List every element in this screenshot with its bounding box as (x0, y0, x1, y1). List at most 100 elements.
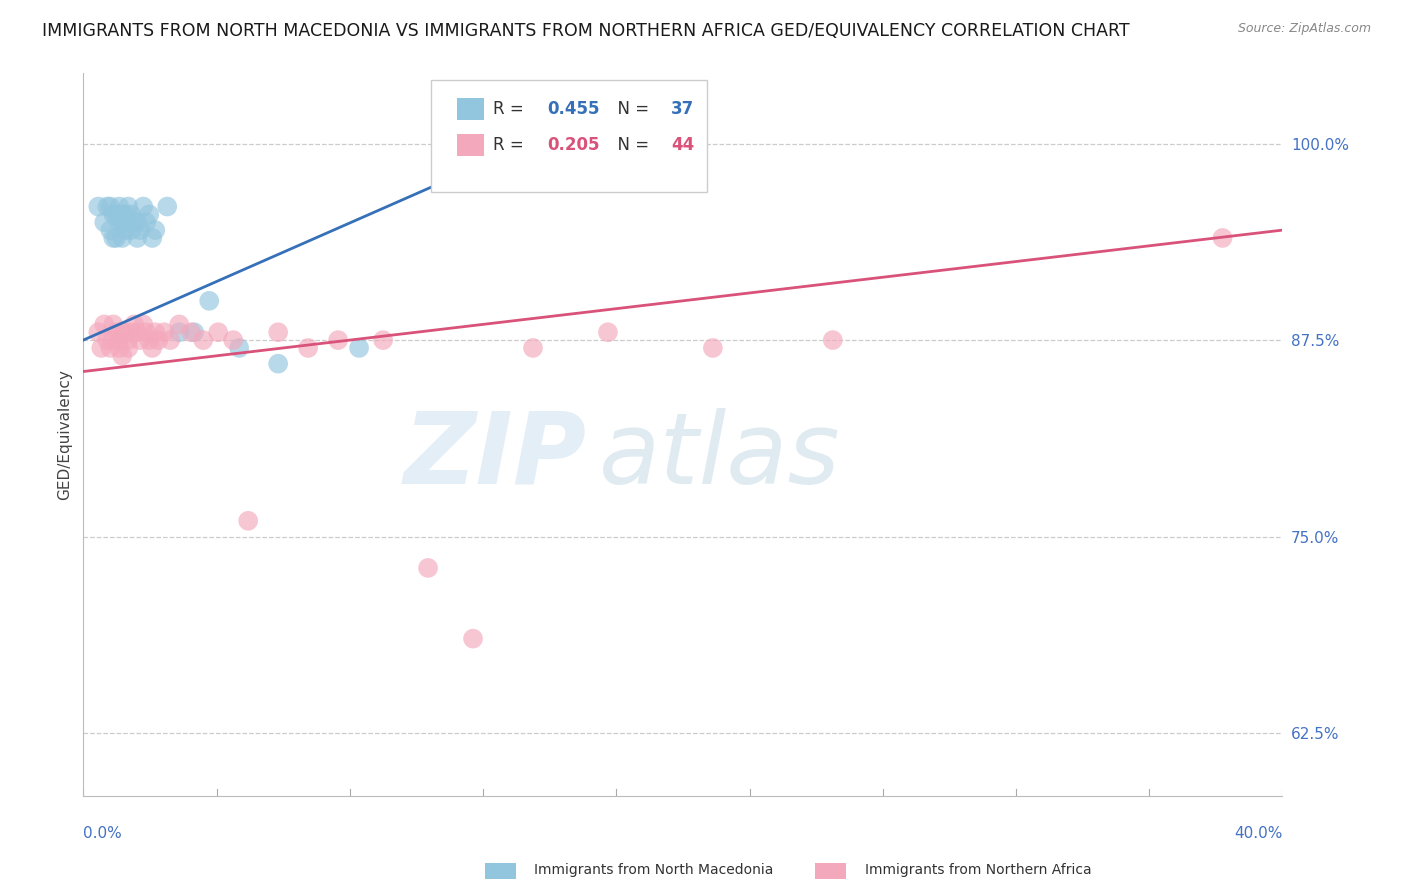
Point (111, 325, 134, 339)
Point (120, 223, 142, 237)
Point (347, 341, 370, 355)
Point (138, 207, 160, 221)
Point (114, 207, 136, 221)
Point (537, 128, 560, 143)
Point (93, 318, 115, 332)
Text: ZIP: ZIP (404, 408, 586, 505)
Point (103, 333, 125, 347)
Point (120, 325, 142, 339)
Point (153, 325, 176, 339)
Point (821, 333, 844, 347)
Text: 37: 37 (671, 100, 695, 118)
Point (198, 293, 221, 308)
Point (1212, 231, 1234, 245)
Text: atlas: atlas (599, 408, 841, 505)
Point (108, 200, 131, 214)
Text: Immigrants from North Macedonia: Immigrants from North Macedonia (534, 863, 773, 877)
Bar (457, 135, 484, 156)
Text: 40.0%: 40.0% (1234, 826, 1282, 841)
Text: IMMIGRANTS FROM NORTH MACEDONIA VS IMMIGRANTS FROM NORTHERN AFRICA GED/EQUIVALEN: IMMIGRANTS FROM NORTH MACEDONIA VS IMMIG… (42, 22, 1130, 40)
Point (111, 207, 134, 221)
Point (105, 325, 128, 339)
Point (127, 215, 149, 229)
Text: N =: N = (607, 100, 655, 118)
Point (141, 341, 163, 355)
Point (117, 341, 139, 355)
Point (90, 341, 112, 355)
Point (522, 341, 544, 355)
Text: R =: R = (494, 100, 530, 118)
Point (127, 231, 149, 245)
Point (143, 325, 166, 339)
Point (326, 333, 349, 347)
Bar (457, 98, 484, 120)
Point (135, 215, 157, 229)
Point (114, 223, 136, 237)
Point (461, 632, 484, 646)
Point (132, 318, 155, 332)
Point (180, 325, 202, 339)
Point (105, 231, 128, 245)
Point (702, 341, 724, 355)
Point (108, 215, 131, 229)
Point (143, 223, 166, 237)
Point (108, 341, 131, 355)
Point (416, 561, 439, 575)
Point (596, 325, 619, 339)
FancyBboxPatch shape (432, 80, 707, 193)
Point (117, 215, 139, 229)
Point (87, 200, 110, 214)
Point (108, 333, 131, 347)
Point (267, 357, 290, 371)
Point (238, 514, 260, 528)
Point (111, 231, 134, 245)
Point (207, 325, 229, 339)
Point (96, 200, 118, 214)
Text: Immigrants from Northern Africa: Immigrants from Northern Africa (865, 863, 1091, 877)
Point (148, 333, 170, 347)
Point (222, 333, 245, 347)
Point (138, 333, 160, 347)
Text: 0.0%: 0.0% (83, 826, 122, 841)
Point (105, 207, 128, 221)
Point (135, 325, 157, 339)
Point (111, 215, 134, 229)
Text: 0.205: 0.205 (547, 136, 600, 154)
Point (111, 349, 134, 363)
Point (129, 333, 152, 347)
Point (183, 325, 205, 339)
Point (93, 215, 115, 229)
Point (117, 333, 139, 347)
Point (103, 231, 125, 245)
Point (127, 325, 149, 339)
Text: Source: ZipAtlas.com: Source: ZipAtlas.com (1237, 22, 1371, 36)
Point (193, 333, 215, 347)
Y-axis label: GED/Equivalency: GED/Equivalency (58, 369, 72, 500)
Point (87, 325, 110, 339)
Point (122, 215, 145, 229)
Point (228, 341, 250, 355)
Point (167, 325, 190, 339)
Text: 0.455: 0.455 (547, 100, 600, 118)
Point (167, 318, 190, 332)
Text: N =: N = (607, 136, 655, 154)
Text: 44: 44 (671, 136, 695, 154)
Point (129, 223, 152, 237)
Point (98, 223, 121, 237)
Point (98, 341, 121, 355)
Point (141, 231, 163, 245)
Point (117, 200, 139, 214)
Point (103, 207, 125, 221)
Point (103, 318, 125, 332)
Point (96, 333, 118, 347)
Point (267, 325, 290, 339)
Point (156, 200, 179, 214)
Point (371, 333, 394, 347)
Point (159, 333, 181, 347)
Point (132, 200, 155, 214)
Point (297, 341, 319, 355)
Text: R =: R = (494, 136, 530, 154)
Point (122, 318, 145, 332)
Point (98, 200, 121, 214)
Point (114, 325, 136, 339)
